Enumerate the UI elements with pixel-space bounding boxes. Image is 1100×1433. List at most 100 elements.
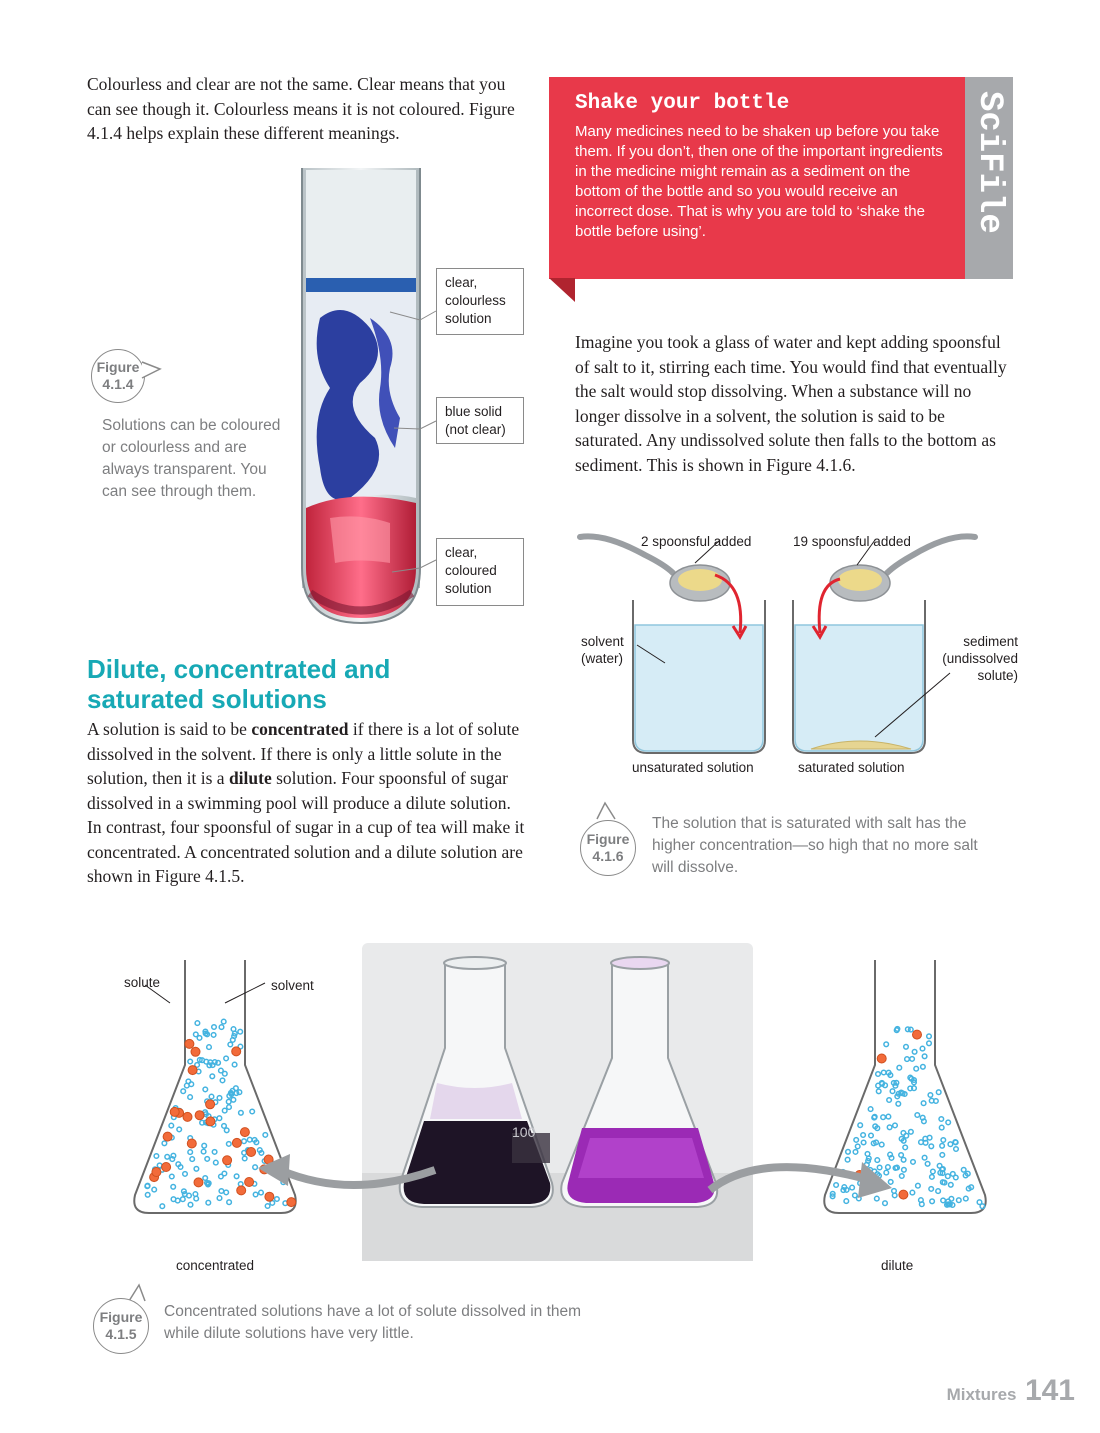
solvent-particle [920, 1118, 927, 1125]
solvent-particle [180, 1188, 187, 1195]
label-saturated: saturated solution [798, 760, 905, 775]
solvent-particle [893, 1027, 900, 1034]
scifile-tab-label-box: SciFile [965, 77, 1013, 279]
solvent-particle [221, 1107, 228, 1114]
badge-pointer-415 [128, 1283, 146, 1302]
solvent-particle [917, 1197, 924, 1204]
solvent-particle [176, 1126, 183, 1133]
paragraph-text: A solution is said to be [87, 719, 252, 739]
solvent-particle [873, 1195, 880, 1202]
solvent-particle [196, 1034, 203, 1041]
solvent-particle [144, 1183, 151, 1190]
solvent-particle [218, 1024, 225, 1031]
solvent-particle [928, 1173, 935, 1180]
solvent-particle [851, 1192, 858, 1199]
solvent-particle [891, 1122, 899, 1129]
solvent-particle [907, 1026, 914, 1033]
solvent-particle [181, 1191, 188, 1198]
solvent-particle [241, 1155, 248, 1162]
solvent-particle [229, 1036, 236, 1043]
scifile-title: Shake your bottle [575, 92, 790, 115]
solvent-particle [913, 1065, 920, 1072]
solvent-particle [976, 1199, 983, 1206]
solvent-particle [896, 1064, 903, 1071]
solvent-particle [217, 1067, 224, 1074]
solvent-particle [169, 1156, 176, 1163]
saturation-paragraph: Imagine you took a glass of water and ke… [575, 332, 1007, 475]
solvent-particle [883, 1041, 890, 1048]
figure-415-badge: Figure 4.1.5 [93, 1298, 149, 1354]
solvent-particle [873, 1139, 880, 1146]
solvent-particle [893, 1164, 901, 1171]
solute-particle [205, 1099, 216, 1110]
solvent-particle [249, 1108, 256, 1115]
solvent-particle [844, 1156, 851, 1163]
figure-414-caption: Solutions can be coloured or colourless … [102, 417, 281, 500]
solute-particle [186, 1138, 197, 1149]
solvent-particle [881, 1200, 889, 1207]
flask-mark: 100 [512, 1124, 536, 1140]
solute-particle [898, 1189, 909, 1200]
solvent-particle [225, 1104, 233, 1111]
scifile-fold [549, 278, 575, 302]
solvent-particle [204, 1155, 211, 1162]
figure-416-badge: Figure 4.1.6 [580, 820, 636, 876]
solvent-particle [900, 1129, 907, 1136]
solute-particle [169, 1106, 180, 1117]
solvent-particle [914, 1111, 921, 1119]
solvent-particle [202, 1030, 209, 1037]
solvent-particle [947, 1141, 954, 1148]
solvent-particle [938, 1124, 945, 1131]
badge-number: 4.1.4 [102, 376, 134, 392]
solvent-particle [187, 1094, 194, 1101]
solvent-particle [223, 1055, 230, 1062]
solvent-particle [898, 1172, 905, 1180]
solvent-particle [929, 1168, 936, 1175]
solvent-particle [211, 1148, 218, 1155]
solvent-particle [867, 1132, 875, 1139]
solvent-particle [221, 1170, 228, 1177]
solute-particle [205, 1116, 216, 1127]
solvent-particle [886, 1124, 893, 1131]
solvent-particle [205, 1180, 212, 1187]
solvent-particle [181, 1170, 189, 1177]
solvent-particle [849, 1184, 856, 1191]
solvent-particle [209, 1062, 216, 1069]
solvent-particle [852, 1148, 859, 1155]
solvent-particle [233, 1173, 240, 1180]
solvent-particle [161, 1140, 168, 1147]
solvent-particle [891, 1192, 898, 1199]
solvent-particle [840, 1187, 847, 1194]
solvent-particle [910, 1079, 918, 1086]
badge-number: 4.1.6 [592, 848, 624, 864]
solvent-particle [898, 1151, 905, 1159]
solvent-particle [215, 1059, 222, 1066]
label-concentrated: concentrated [176, 1258, 255, 1273]
badge-pointer [141, 361, 162, 379]
solvent-particle [947, 1181, 954, 1188]
solute-particle [236, 1185, 247, 1196]
solvent-particle [945, 1119, 952, 1126]
solute-particle [876, 1053, 887, 1064]
solvent-particle [900, 1156, 907, 1163]
solvent-particle [179, 1196, 186, 1203]
solvent-particle [904, 1026, 911, 1033]
solvent-particle [965, 1185, 972, 1192]
solvent-particle [940, 1136, 947, 1144]
solvent-particle [880, 1069, 887, 1076]
test-tube-photo [301, 168, 421, 625]
solvent-particle [909, 1158, 917, 1165]
solvent-particle [914, 1182, 921, 1189]
solvent-particle [941, 1179, 948, 1186]
solvent-particle [874, 1157, 881, 1164]
solute-particle [244, 1177, 255, 1187]
solvent-particle [226, 1199, 233, 1206]
solvent-particle [216, 1094, 223, 1101]
solvent-particle [216, 1195, 223, 1202]
solvent-particle [189, 1156, 196, 1163]
solvent-particle [829, 1190, 836, 1197]
solvent-particle [199, 1119, 206, 1126]
solvent-particle [860, 1131, 867, 1139]
solvent-particle [202, 1086, 209, 1093]
solvent-particle [867, 1106, 874, 1113]
